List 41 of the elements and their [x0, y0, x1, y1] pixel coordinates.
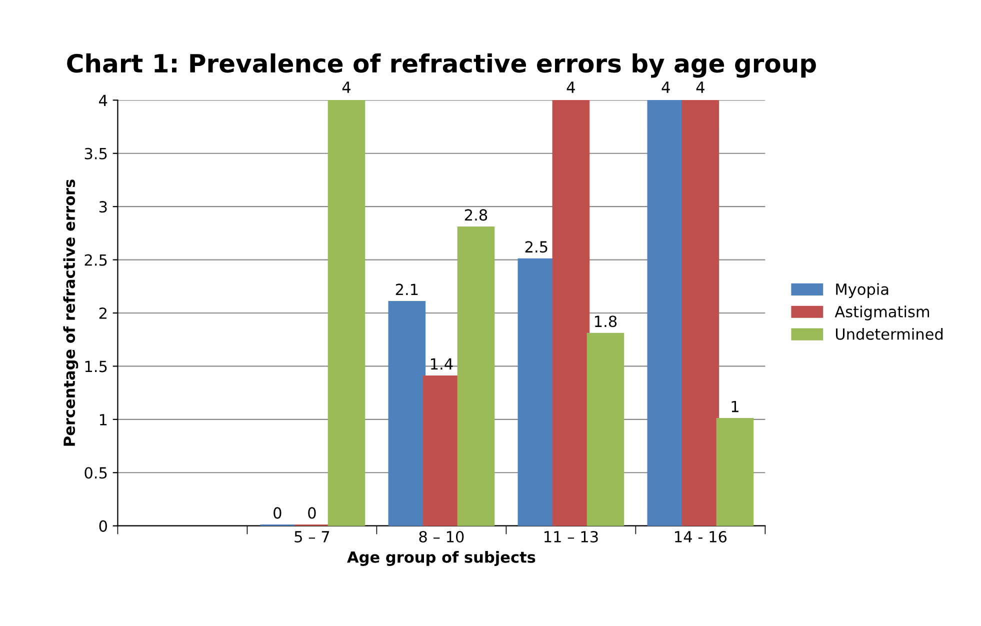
y-tick-label: 4 [99, 94, 108, 106]
y-tick-label: 2 [99, 307, 106, 319]
data-label: 4 [662, 82, 670, 93]
y-axis-title: Percentage of refractive errors [63, 180, 78, 446]
bar [457, 226, 495, 526]
legend-label: Astigmatism [834, 306, 930, 320]
bar [552, 100, 590, 526]
data-label: 1.4 [430, 358, 453, 370]
y-tick-label: 3.5 [84, 148, 107, 160]
data-label: 2.8 [464, 209, 488, 221]
bar [647, 100, 685, 526]
y-tick-label: 0 [99, 520, 107, 532]
data-label: 0 [308, 507, 316, 519]
y-tick-label: 1.5 [85, 360, 107, 372]
y-tick-label: 2.5 [84, 254, 107, 266]
x-axis-title: Age group of subjects [347, 551, 536, 566]
data-label: 2.1 [396, 284, 418, 296]
y-tick-label: 0.5 [84, 467, 107, 479]
bar [422, 375, 460, 526]
bar [518, 258, 556, 526]
bar [328, 100, 366, 526]
data-label: 2.5 [525, 241, 548, 253]
data-label: 0 [274, 507, 282, 519]
y-tick-label: 1 [100, 414, 107, 426]
chart-title: Chart 1: Prevalence of refractive errors by age group [67, 53, 816, 78]
bar [682, 100, 720, 526]
bar [586, 332, 624, 526]
data-label: 4 [342, 82, 350, 93]
x-tick-label: 11 – 13 [544, 530, 598, 543]
data-label: 1.8 [595, 316, 617, 328]
x-tick-label: 8 – 10 [419, 530, 464, 543]
data-label: 4 [566, 82, 575, 93]
bar [716, 418, 754, 526]
data-label: 1 [732, 400, 738, 412]
data-label: 4 [696, 82, 704, 93]
x-tick-label: 5 – 7 [294, 531, 330, 543]
bar [388, 300, 426, 526]
legend-label: Myopia [836, 283, 888, 298]
x-tick-label: 14 - 16 [675, 530, 727, 543]
legend-label: Undetermined [836, 328, 943, 340]
y-tick-label: 3 [99, 201, 107, 213]
